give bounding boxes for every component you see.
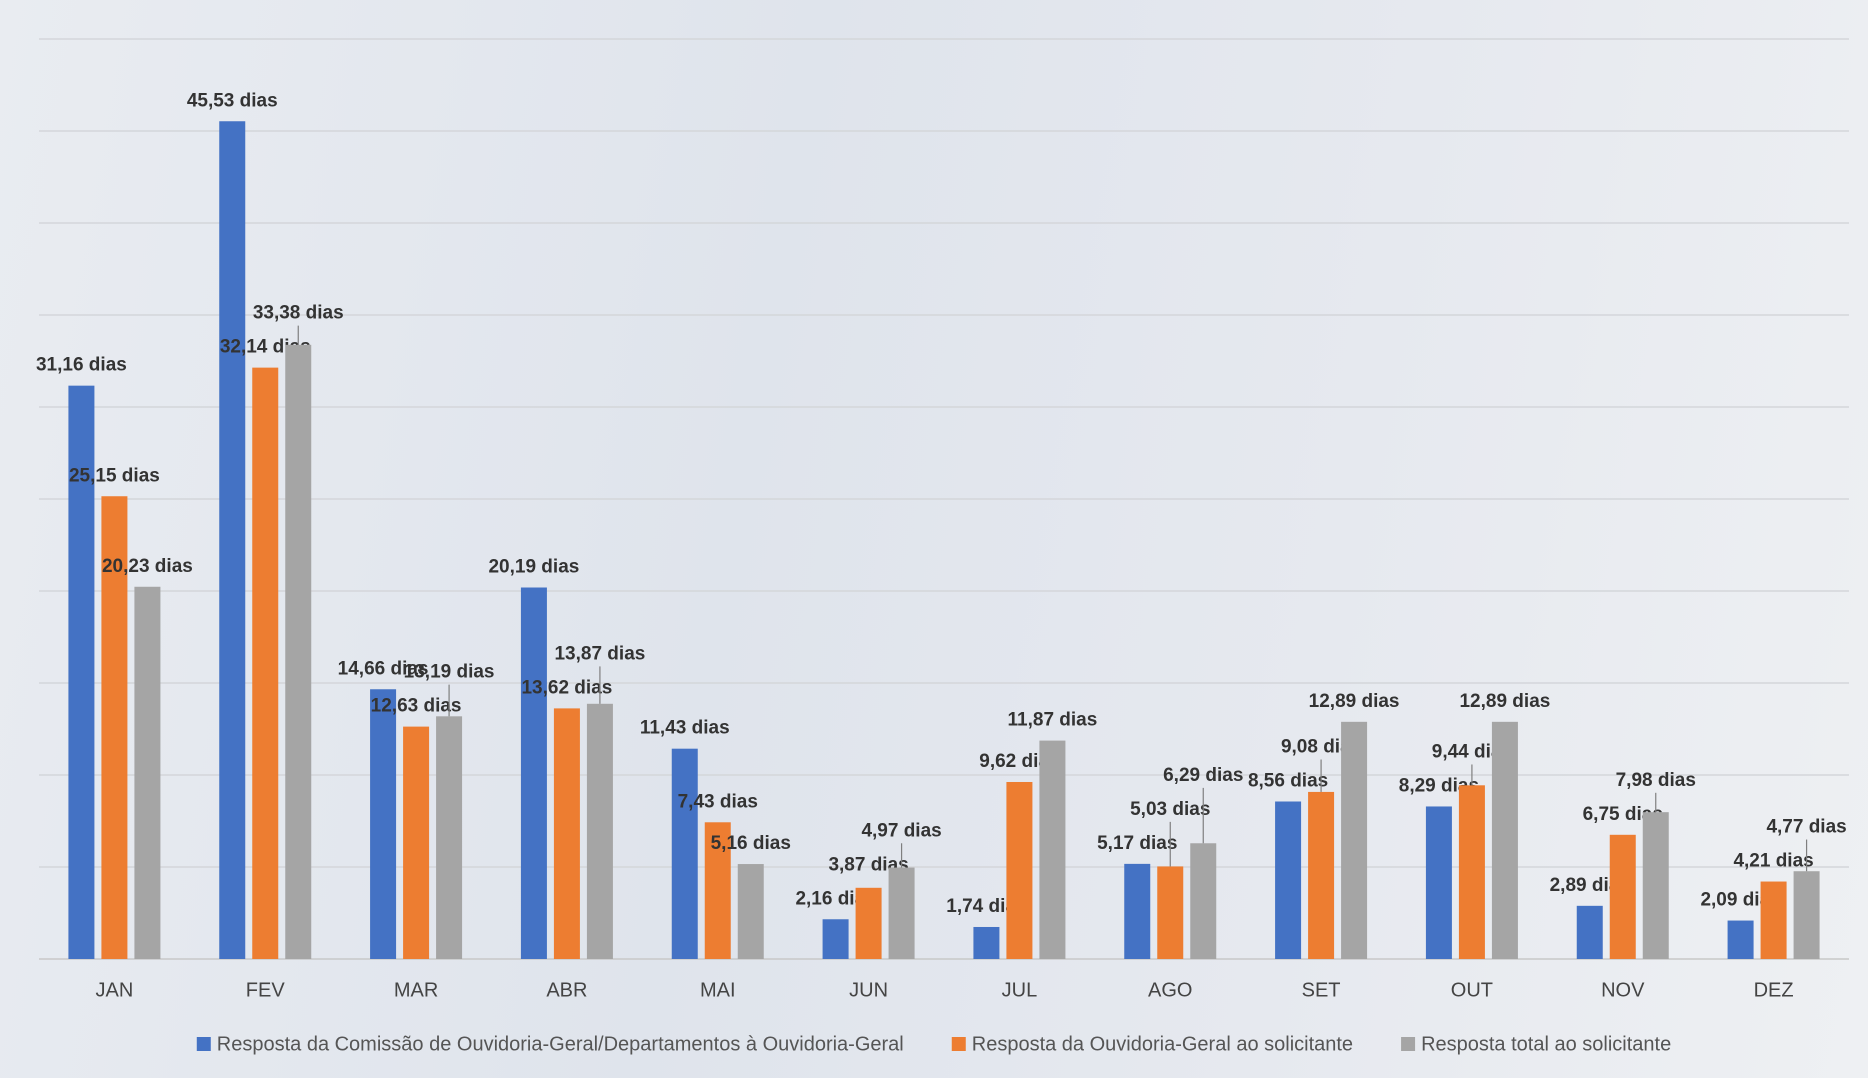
x-tick-label: ABR [546,979,587,1001]
value-label: 5,17 dias [1097,833,1177,854]
value-label: 6,29 dias [1163,765,1243,786]
bar [1425,806,1452,959]
bar [855,887,882,959]
value-label: 4,97 dias [861,820,941,841]
bar [1124,863,1151,959]
bar [1006,781,1033,959]
bar [553,708,580,959]
x-tick-label: DEZ [1754,979,1794,1001]
legend-swatch [196,1037,211,1051]
x-tick-label: MAR [394,979,438,1001]
legend-label: Resposta total ao solicitante [1421,1033,1671,1055]
bar [1039,740,1066,959]
value-label: 11,87 dias [1008,710,1098,731]
bar [134,586,161,959]
value-label: 45,53 dias [187,90,278,111]
bar [1793,871,1820,959]
bar [586,703,613,959]
bar [1760,881,1787,959]
value-label: 13,62 dias [521,677,612,698]
value-label: 13,19 dias [404,662,495,683]
value-label: 13,87 dias [554,643,645,664]
bar [704,822,731,959]
bar [252,367,279,959]
bar [1576,905,1603,959]
legend-label: Resposta da Ouvidoria-Geral ao solicitan… [972,1033,1353,1055]
value-label: 8,56 dias [1248,771,1328,792]
bar [1727,920,1754,959]
value-label: 20,23 dias [102,556,193,577]
value-label: 12,89 dias [1309,691,1400,712]
bar [370,689,397,959]
legend-label: Resposta da Comissão de Ouvidoria-Geral/… [217,1033,904,1055]
bar [1491,721,1518,959]
bar [973,926,1000,959]
value-label: 12,89 dias [1459,691,1550,712]
legend-swatch [951,1037,966,1051]
x-tick-label: MAI [700,979,736,1001]
bar [68,385,95,959]
value-label: 12,63 dias [371,696,462,717]
bar [1458,785,1485,959]
value-label: 33,38 dias [253,303,344,324]
bar [671,748,698,959]
bar [1341,721,1368,959]
bar [101,496,128,959]
bar [1308,791,1335,959]
value-label: 20,19 dias [488,557,579,578]
bar [403,726,430,959]
bar [1275,801,1302,959]
x-tick-label: FEV [246,979,286,1001]
legend-swatch [1401,1037,1416,1051]
bar [285,344,312,960]
value-label: 25,15 dias [69,465,160,486]
x-tick-label: AGO [1148,979,1192,1001]
x-tick-label: JUN [849,979,888,1001]
bar [888,867,915,959]
value-label: 4,21 dias [1733,851,1813,872]
value-label: 7,43 dias [678,791,758,812]
value-label: 4,77 dias [1766,817,1846,838]
bar [737,864,764,959]
bar [1642,812,1669,959]
x-tick-label: NOV [1601,979,1645,1001]
bar [1157,866,1184,959]
bar [1190,843,1217,959]
bar [822,919,849,959]
value-label: 5,16 dias [711,833,791,854]
value-label: 14,66 dias [338,658,429,679]
bar [520,587,547,959]
x-tick-label: SET [1302,979,1341,1001]
x-tick-label: JAN [96,979,134,1001]
bar [436,716,463,959]
value-label: 5,03 dias [1130,799,1210,820]
value-label: 11,43 dias [640,718,730,739]
x-tick-label: OUT [1451,979,1493,1001]
value-label: 31,16 dias [36,355,127,376]
bar [219,121,246,960]
value-label: 7,98 dias [1616,770,1696,791]
bar [1609,834,1636,959]
x-tick-label: JUL [1002,979,1038,1001]
